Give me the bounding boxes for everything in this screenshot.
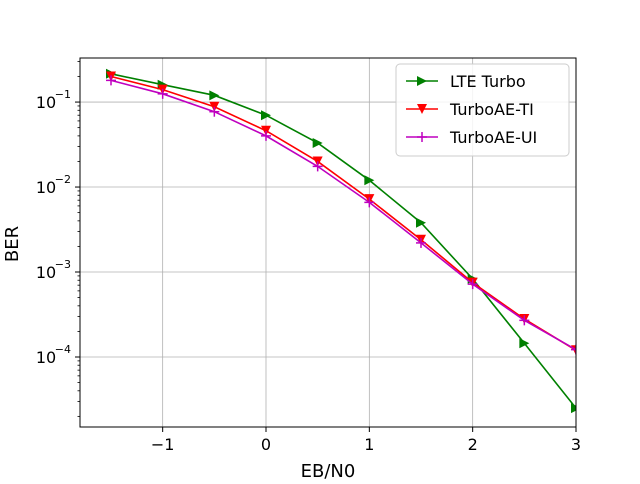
data-point [416,237,426,248]
legend-label: TurboAE-TI [449,100,534,119]
legend-label: LTE Turbo [450,72,526,91]
legend-item: TurboAE-TI [406,100,534,119]
x-tick-label: −1 [151,435,175,454]
data-point [364,197,375,208]
data-point [312,137,323,148]
x-tick-label: 0 [261,435,271,454]
data-point [571,403,576,414]
data-point [209,106,220,117]
x-tick-label: 1 [364,435,374,454]
y-tick-exponent: −1 [55,88,71,101]
data-point [519,315,530,326]
data-point [261,125,271,136]
data-point [417,132,427,142]
data-point [209,90,220,101]
y-tick-label: 10 [36,263,56,282]
y-axis-label: BER [2,226,23,262]
legend-label: TurboAE-UI [449,128,537,147]
x-tick-label: 2 [468,435,478,454]
legend-item: TurboAE-UI [406,128,537,147]
data-point [261,110,271,121]
data-point [261,130,271,141]
data-point [364,175,375,186]
series-turboae-ui [106,75,576,355]
legend: LTE Turbo TurboAE-TI TurboAE-UI [395,63,570,157]
y-tick-exponent: −2 [55,173,71,186]
y-tick-exponent: −3 [55,258,71,271]
data-point [312,161,323,172]
y-tick-exponent: −4 [55,343,71,356]
y-tick-label: 10 [36,93,56,112]
plot-frame [79,57,577,428]
data-point [571,344,576,355]
data-point [417,104,427,114]
x-tick-label: 3 [571,435,581,454]
axes: −1 0 1 2 310−110−210−310−4 [36,57,581,454]
data-point [467,279,478,290]
data-point [106,75,116,86]
y-tick-label: 10 [36,348,56,367]
x-axis-label: EB/N0 [301,461,356,480]
data-point [416,217,426,228]
series-line [110,79,576,351]
data-point [157,88,168,99]
y-tick-label: 10 [36,178,56,197]
series-layer [106,68,576,414]
series-line [110,75,576,351]
data-point [519,338,530,349]
legend-box [395,63,570,157]
series-line [110,73,576,409]
data-point [417,76,427,86]
legend-item: LTE Turbo [406,72,526,91]
